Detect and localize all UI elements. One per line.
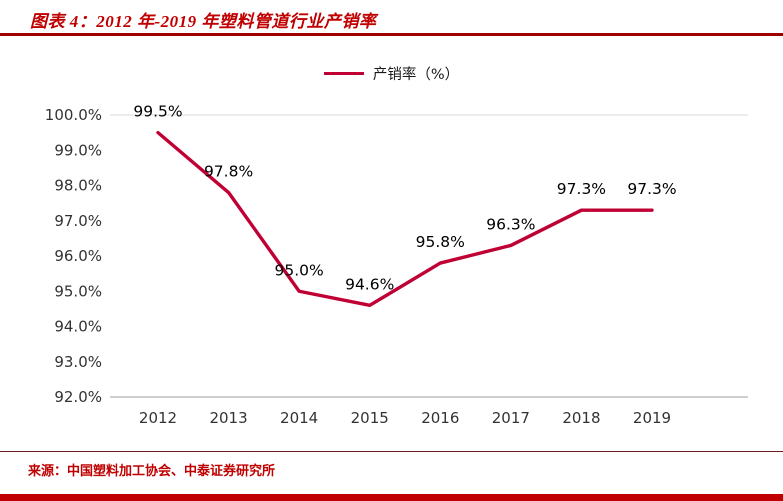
source-text: 来源：中国塑料加工协会、中泰证券研究所 (28, 464, 276, 479)
svg-text:97.3%: 97.3% (627, 180, 676, 198)
chart-legend: 产销率（%） (0, 62, 783, 84)
svg-text:2012: 2012 (139, 409, 177, 427)
svg-text:95.8%: 95.8% (416, 233, 465, 251)
bottom-accent-bar (0, 494, 783, 501)
svg-text:95.0%: 95.0% (54, 282, 102, 300)
svg-text:96.0%: 96.0% (54, 247, 102, 265)
svg-text:97.3%: 97.3% (557, 180, 606, 198)
y-axis-labels: 100.0% 99.0% 98.0% 97.0% 96.0% 95.0% 94.0% 93.0… (45, 106, 102, 406)
svg-text:97.8%: 97.8% (204, 163, 253, 181)
line-chart: 100.0% 99.0% 98.0% 97.0% 96.0% 95.0% 94.0% 93.0… (45, 103, 748, 427)
svg-text:2014: 2014 (280, 409, 318, 427)
data-labels: 99.5% 97.8% 95.0% 94.6% 95.8% 96.3% 97.3% 97.3% (133, 103, 676, 294)
svg-text:92.0%: 92.0% (54, 388, 102, 406)
svg-text:93.0%: 93.0% (54, 353, 102, 371)
svg-text:99.5%: 99.5% (133, 103, 182, 121)
svg-text:2015: 2015 (351, 409, 389, 427)
legend-line-swatch (323, 71, 364, 75)
svg-text:98.0%: 98.0% (54, 177, 102, 195)
svg-text:94.0%: 94.0% (54, 318, 102, 336)
svg-text:97.0%: 97.0% (54, 212, 102, 230)
series-line (156, 130, 654, 308)
svg-text:95.0%: 95.0% (275, 261, 324, 279)
svg-text:100.0%: 100.0% (45, 106, 102, 124)
svg-text:2019: 2019 (633, 409, 671, 427)
svg-text:2018: 2018 (562, 409, 600, 427)
x-axis-labels: 2012 2013 2014 2015 2016 2017 2018 2019 (139, 409, 671, 427)
svg-text:2016: 2016 (421, 409, 459, 427)
footer-rule (0, 451, 783, 452)
svg-text:94.6%: 94.6% (345, 275, 394, 293)
svg-text:99.0%: 99.0% (54, 141, 102, 159)
title-underline-rule (0, 33, 783, 36)
svg-text:2017: 2017 (492, 409, 530, 427)
svg-text:2013: 2013 (209, 409, 247, 427)
figure-title: 图表 4：2012 年-2019 年塑料管道行业产销率 (30, 12, 377, 31)
svg-text:96.3%: 96.3% (486, 215, 535, 233)
legend-label: 产销率（%） (372, 66, 460, 83)
figure-header: 图表 4：2012 年-2019 年塑料管道行业产销率 (30, 7, 763, 32)
